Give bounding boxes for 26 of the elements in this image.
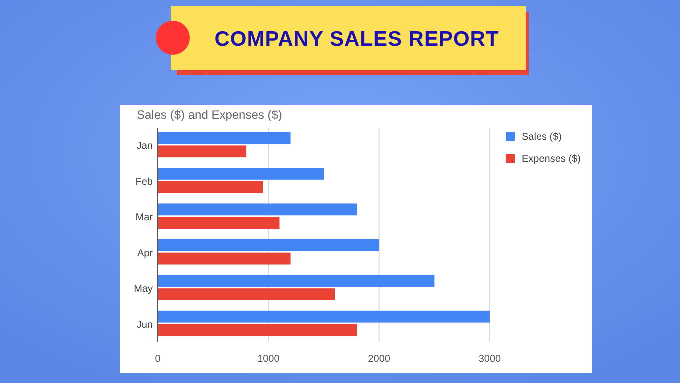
bar	[158, 239, 380, 252]
chart-title: COMPANY SALES REPORT	[214, 28, 500, 51]
bar	[158, 217, 280, 230]
y-tick-label: Jan	[136, 141, 153, 152]
legend-label: Sales ($)	[522, 132, 562, 143]
x-tick-label: 0	[155, 354, 162, 365]
y-tick-label: Jun	[136, 320, 153, 331]
x-tick-label: 2000	[368, 354, 391, 365]
bar	[158, 132, 291, 144]
y-tick-label: May	[134, 284, 153, 296]
bar	[158, 146, 247, 158]
y-tick-label: Apr	[137, 248, 154, 260]
y-tick-label: Mar	[136, 212, 154, 224]
x-tick-label: 1000	[258, 354, 280, 365]
bar	[158, 310, 490, 323]
bar	[158, 204, 358, 216]
bar	[158, 252, 291, 265]
bar	[158, 168, 324, 180]
chart-subtitle: Sales ($) and Expenses ($)	[137, 108, 282, 122]
bar	[158, 324, 358, 336]
legend-label: Expenses ($)	[522, 154, 581, 165]
bar	[158, 181, 264, 194]
bar	[158, 288, 336, 300]
bar	[158, 275, 435, 288]
y-tick-label: Feb	[136, 176, 154, 188]
x-tick-label: 3000	[478, 354, 502, 365]
